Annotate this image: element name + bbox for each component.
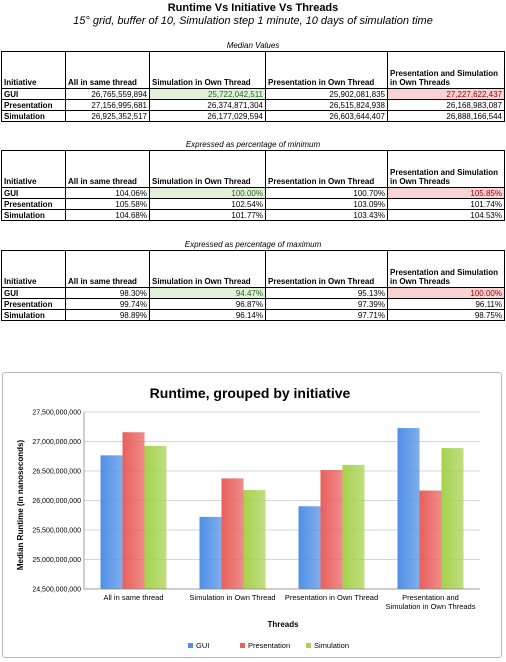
- table-row: GUI 26,765,559,894 25,722,042,511 25,902…: [1, 88, 505, 100]
- y-tick-label: 26,500,000,000: [32, 469, 81, 476]
- percent-of-minimum-table: Initiative All in same thread Simulation…: [1, 150, 505, 221]
- median-values-table: Initiative All in same thread Simulation…: [1, 51, 505, 122]
- y-tick-label: 27,500,000,000: [32, 410, 81, 417]
- bar-simulation: [144, 445, 167, 589]
- x-axis-label: Threads: [267, 620, 299, 629]
- table-row: Simulation 98.89% 96.14% 97.71% 98.75%: [1, 309, 505, 321]
- table-cell: 104.53%: [387, 209, 505, 221]
- bar-presentation: [419, 490, 442, 589]
- x-tick-label: Presentation and Simulation in Own Thread…: [386, 593, 476, 611]
- table-cell: 97.71%: [265, 309, 388, 321]
- percent-of-maximum-table: Initiative All in same thread Simulation…: [1, 250, 505, 321]
- bars: [100, 428, 464, 589]
- y-tick-label: 24,500,000,000: [32, 587, 81, 594]
- y-tick-label: 26,000,000,000: [32, 498, 81, 505]
- legend-label-gui: GUI: [196, 641, 209, 650]
- column-header: Simulation in Own Thread: [149, 150, 266, 188]
- bar-simulation: [243, 490, 266, 589]
- y-tick-label: 25,000,000,000: [32, 557, 81, 564]
- table-cell: 26,177,029,594: [149, 110, 266, 122]
- table-row: GUI 104.06% 100.00% 100.70% 105.85%: [1, 187, 505, 199]
- bar-gui: [100, 455, 123, 589]
- column-header: Presentation in Own Thread: [265, 150, 388, 188]
- y-axis-label: Median Runtime (in nanoseconds): [16, 440, 25, 571]
- table-row: Presentation 27,156,995,681 26,374,871,3…: [1, 99, 505, 111]
- axes: 27,500,000,000 27,000,000,000 26,500,000,0…: [32, 410, 480, 611]
- column-header: Presentation in Own Thread: [265, 250, 388, 288]
- table-cell: 98.75%: [387, 309, 505, 321]
- y-tick-label: 25,500,000,000: [32, 528, 81, 535]
- table-cell: 103.43%: [265, 209, 388, 221]
- legend-swatch-presentation: [240, 643, 245, 648]
- column-header: All in same thread: [65, 51, 150, 89]
- bar-presentation: [122, 432, 145, 589]
- x-tick-label: Presentation in Own Thread: [285, 593, 378, 602]
- bar-simulation: [342, 464, 365, 589]
- table-row: Simulation 26,925,352,517 26,177,029,594…: [1, 110, 505, 122]
- y-tick-label: 27,000,000,000: [32, 439, 81, 446]
- bar-simulation: [441, 448, 464, 589]
- table-caption-minimum: Expressed as percentage of minimum: [185, 140, 321, 149]
- bar-gui: [397, 428, 420, 589]
- column-header: Presentation in Own Thread: [265, 51, 388, 89]
- table-row: Simulation 104.68% 101.77% 103.43% 104.5…: [1, 209, 505, 221]
- table-cell: 104.68%: [65, 209, 150, 221]
- legend: GUI Presentation Simulation: [188, 641, 349, 650]
- legend-swatch-simulation: [306, 643, 311, 648]
- page-subtitle: 15° grid, buffer of 10, Simulation step …: [73, 15, 433, 27]
- bar-presentation: [320, 470, 343, 589]
- column-header: Presentation and Simulation in Own Threa…: [387, 51, 505, 89]
- legend-label-simulation: Simulation: [314, 641, 349, 650]
- column-header: Initiative: [1, 150, 66, 188]
- legend-label-presentation: Presentation: [248, 641, 290, 650]
- table-cell: 26,888,166,544: [387, 110, 505, 122]
- x-tick-label: All in same thread: [103, 593, 163, 602]
- x-tick-label: Simulation in Own Thread: [189, 593, 275, 602]
- page-title: Runtime Vs Initiative Vs Threads: [167, 2, 339, 14]
- table-caption-maximum: Expressed as percentage of maximum: [184, 240, 322, 249]
- column-header: Presentation and Simulation in Own Threa…: [387, 250, 505, 288]
- bar-presentation: [221, 478, 244, 589]
- bar-gui: [199, 516, 222, 589]
- chart-title: Runtime, grouped by initiative: [150, 385, 351, 401]
- row-label: Simulation: [1, 209, 66, 221]
- chart-frame: [2, 372, 502, 658]
- bar-gui: [298, 506, 321, 589]
- table-caption-median: Median Values: [226, 41, 280, 50]
- table-cell: 26,603,644,407: [265, 110, 388, 122]
- legend-swatch-gui: [188, 643, 193, 648]
